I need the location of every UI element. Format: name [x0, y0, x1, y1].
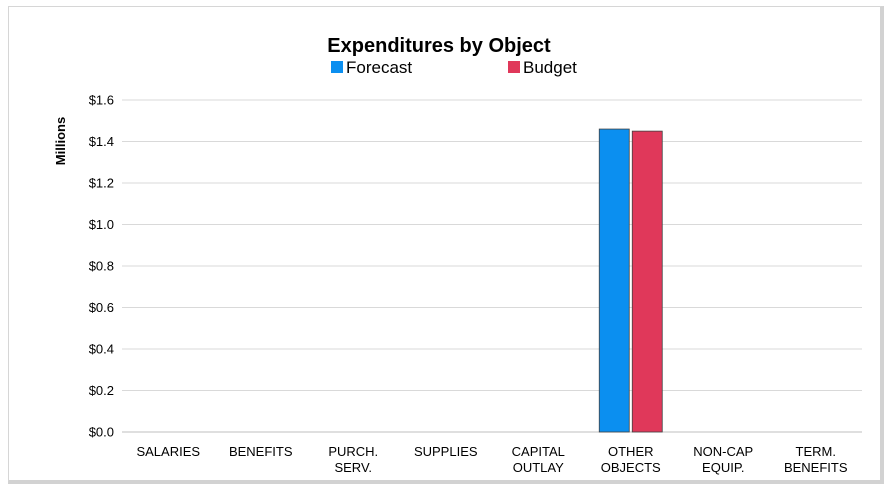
y-tick-label: $0.0: [89, 425, 114, 440]
x-category-label: OUTLAY: [513, 460, 564, 475]
x-axis-categories: SALARIES BENEFITS PURCH.SERV. SUPPLIES CAPIT…: [136, 444, 847, 475]
bars: [598, 128, 663, 433]
x-category-label: NON-CAP: [693, 444, 753, 459]
x-category-label: BENEFITS: [229, 444, 293, 459]
y-tick-label: $0.4: [89, 342, 114, 357]
x-category-label: SERV.: [334, 460, 372, 475]
bar-forecast: [598, 128, 630, 433]
y-tick-label: $0.6: [89, 300, 114, 315]
x-category-label: OTHER: [608, 444, 654, 459]
x-category-label: SUPPLIES: [414, 444, 478, 459]
bar-budget: [631, 130, 663, 433]
y-tick-label: $0.8: [89, 259, 114, 274]
x-category-label: SALARIES: [136, 444, 200, 459]
x-category-label: BENEFITS: [784, 460, 848, 475]
y-tick-label: $1.0: [89, 217, 114, 232]
gridlines: [122, 99, 862, 433]
legend-label: Budget: [523, 58, 577, 77]
y-axis-label: Millions: [53, 117, 68, 165]
x-category-label: TERM.: [796, 444, 836, 459]
y-tick-label: $1.6: [89, 93, 114, 108]
legend-swatch: [331, 61, 343, 73]
y-axis-ticks: $0.0 $0.2 $0.4 $0.6 $0.8 $1.0 $1.2 $1.4 $1.6: [89, 93, 114, 440]
x-category-label: OBJECTS: [601, 460, 661, 475]
chart-title: Expenditures by Object: [327, 35, 551, 57]
y-tick-label: $0.2: [89, 383, 114, 398]
x-category-label: EQUIP.: [702, 460, 744, 475]
legend: Forecast Budget: [331, 58, 577, 77]
x-category-label: PURCH.: [328, 444, 378, 459]
legend-label: Forecast: [346, 58, 412, 77]
x-category-label: CAPITAL: [512, 444, 565, 459]
chart-frame: [8, 6, 884, 484]
legend-swatch: [508, 61, 520, 73]
y-tick-label: $1.2: [89, 176, 114, 191]
y-tick-label: $1.4: [89, 134, 114, 149]
